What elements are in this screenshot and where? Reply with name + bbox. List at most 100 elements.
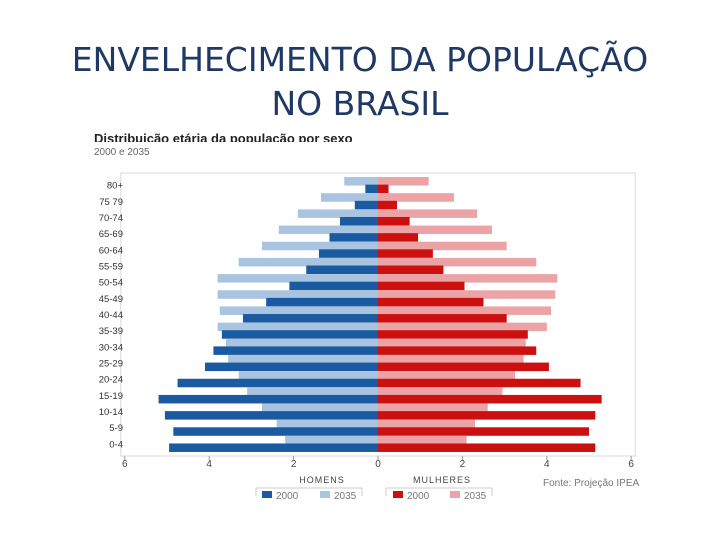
bar-women-2000 [378,330,528,339]
legend-women-2035-label: 2035 [464,491,487,502]
bar-men-2000 [173,427,378,436]
legend-men-2035-swatch [320,491,330,498]
y-category-label: 55-59 [99,261,123,272]
bar-women-2035 [378,354,524,364]
bar-women-2000 [378,200,397,210]
bar-women-2000 [378,314,507,323]
bar-men-2035 [297,209,378,218]
bar-men-2035 [217,322,378,332]
bar-men-2035 [276,419,378,429]
bar-women-2035 [378,193,454,202]
legend-women-2035-swatch [450,491,460,498]
y-category-label: 25-29 [99,359,123,370]
chart-title: Distribuição etária da população por sex… [94,131,353,142]
bar-men-2000 [318,249,378,258]
bar-men-2000 [354,200,378,210]
bar-men-2035 [321,193,378,202]
bar-women-2000 [378,233,419,242]
slide-title-line-1: ENVELHECIMENTO DA POPULAÇÃO [71,40,649,79]
y-category-label: 10-14 [99,407,123,418]
y-category-label: 20-24 [99,375,123,386]
bar-women-2000 [378,265,444,275]
y-category-label: 5-9 [109,423,123,434]
bar-men-2035 [278,225,378,235]
bar-men-2000 [213,346,378,355]
y-category-label: 50-54 [99,278,123,289]
y-category-label: 35-39 [99,326,123,337]
bar-men-2035 [261,241,378,251]
bar-women-2035 [378,257,537,267]
legend-men-2000-swatch [262,491,272,498]
bar-women-2000 [378,411,596,420]
bar-women-2035 [378,177,429,186]
legend-men-2035-label: 2035 [334,491,357,502]
bar-men-2000 [158,394,378,404]
x-tick-label: 4 [544,459,550,470]
bar-women-2000 [378,427,589,436]
bar-men-2000 [329,233,378,242]
x-tick-label: 6 [122,459,128,470]
bar-women-2035 [378,322,547,332]
bar-men-2000 [340,216,378,226]
bar-women-2000 [378,378,581,388]
bar-men-2000 [169,443,378,452]
bar-women-2035 [378,371,516,380]
bar-men-2000 [177,378,378,388]
bar-men-2035 [285,435,378,445]
y-category-label: 15-19 [99,391,123,402]
women-axis-label: MULHERES [413,475,471,485]
bar-women-2035 [378,241,507,251]
legend-women-2000-swatch [393,491,403,498]
bar-women-2035 [378,435,467,445]
bar-women-2035 [378,403,488,413]
bar-men-2035 [226,338,378,348]
bar-men-2035 [261,403,378,413]
men-axis-label: HOMENS [299,475,345,485]
bar-women-2035 [378,274,558,283]
bar-men-2035 [344,177,378,186]
y-category-label: 45-49 [99,294,123,305]
bar-men-2000 [221,330,378,339]
bar-women-2035 [378,419,476,429]
legend-bracket-men [255,487,363,496]
bar-men-2035 [247,387,378,396]
bar-women-2035 [378,209,478,218]
chart-subtitle: 2000 e 2035 [94,147,150,158]
bar-women-2000 [378,216,410,226]
x-tick-label: 2 [291,459,297,470]
chart-source: Fonte: Projeção IPEA [543,478,640,489]
bar-women-2000 [378,184,389,194]
x-tick-label: 0 [375,459,381,470]
y-category-label: 70-74 [99,213,123,224]
y-category-label: 65-69 [99,229,123,240]
y-category-label: 80+ [107,181,124,192]
y-category-label: 30-34 [99,342,123,353]
x-tick-label: 6 [628,459,634,470]
bar-men-2035 [228,354,378,364]
bar-women-2000 [378,249,433,258]
bar-women-2000 [378,281,465,291]
y-category-label: 40-44 [99,310,123,321]
y-category-label: 0-4 [109,439,123,450]
bar-men-2000 [266,297,378,307]
bar-women-2035 [378,290,556,299]
bar-men-2000 [365,184,378,194]
bar-women-2035 [378,387,503,396]
bar-men-2000 [289,281,378,291]
y-category-label: 75 79 [99,197,123,208]
bar-women-2035 [378,225,492,235]
bar-women-2035 [378,338,526,348]
bar-women-2000 [378,394,602,404]
bar-men-2035 [217,290,378,299]
slide-title: ENVELHECIMENTO DA POPULAÇÃO NO BRASIL [0,38,720,126]
bar-men-2000 [164,411,378,420]
bar-men-2035 [219,306,378,315]
bar-men-2035 [217,274,378,283]
bar-women-2000 [378,346,537,355]
bar-women-2000 [378,443,596,452]
bar-women-2000 [378,297,484,307]
slide-title-line-2: NO BRASIL [271,84,449,123]
bar-men-2000 [306,265,378,275]
bar-men-2000 [242,314,378,323]
